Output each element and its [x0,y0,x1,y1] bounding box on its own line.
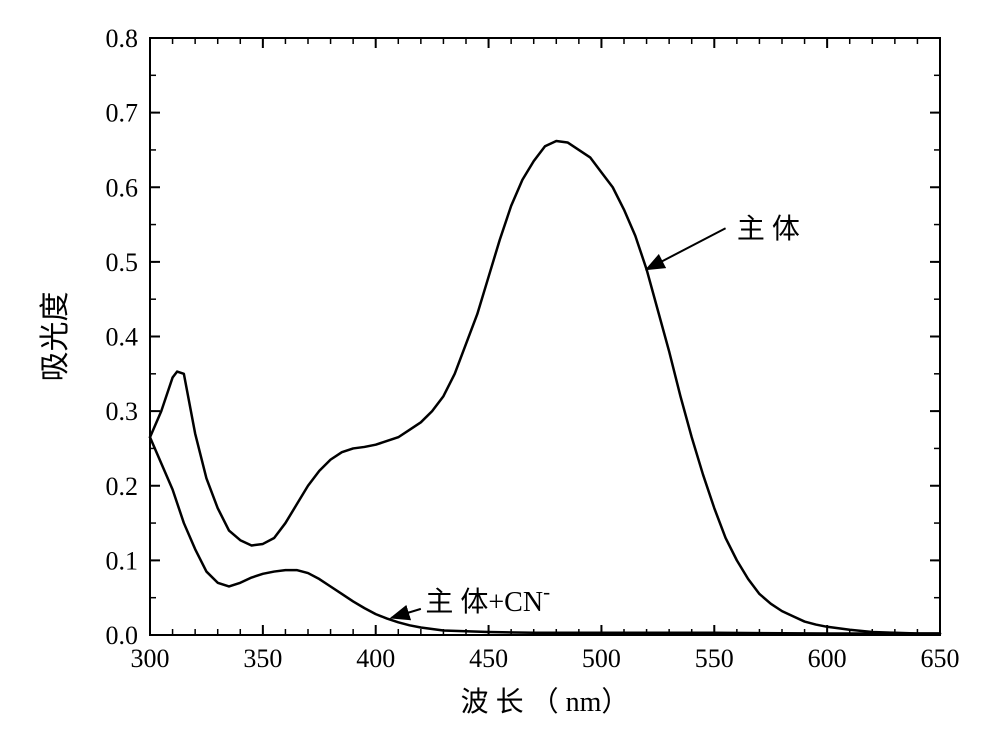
y-axis-label: 吸光度 [39,292,72,382]
x-tick-label: 350 [243,644,282,673]
x-tick-label: 500 [582,644,621,673]
annotation-text-0: 主 体 [737,213,800,245]
x-tick-label: 600 [808,644,847,673]
x-axis-label: 波 长 （ nm） [461,686,630,718]
x-tick-label: 450 [469,644,508,673]
x-tick-label: 550 [695,644,734,673]
x-tick-label: 650 [921,644,960,673]
y-tick-label: 0.5 [106,248,139,277]
y-tick-label: 0.2 [106,472,139,501]
y-tick-label: 0.4 [106,323,139,352]
chart-container: 300350400450500550600650波 长 （ nm）0.00.10… [0,0,1000,736]
y-tick-label: 0.1 [106,546,139,575]
y-tick-label: 0.6 [106,173,139,202]
y-tick-label: 0.0 [106,621,139,650]
y-tick-label: 0.8 [106,24,139,53]
y-tick-label: 0.7 [106,99,139,128]
x-tick-label: 400 [356,644,395,673]
spectrum-chart: 300350400450500550600650波 长 （ nm）0.00.10… [0,0,1000,736]
y-tick-label: 0.3 [106,397,139,426]
